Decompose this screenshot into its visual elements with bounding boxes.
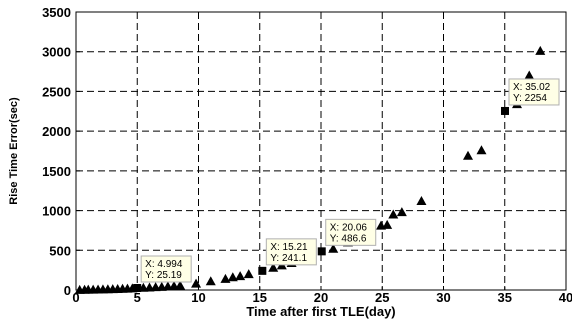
x-tick-label: 35 — [498, 290, 512, 305]
x-tick-label: 15 — [253, 290, 267, 305]
datatip-marker[interactable] — [317, 247, 326, 256]
datatip-box: X: 20.06Y: 486.6 — [325, 218, 377, 246]
x-tick-label: 0 — [72, 290, 79, 305]
data-point-triangle — [388, 209, 399, 219]
x-tick-label: 10 — [191, 290, 205, 305]
datatip-x-text: X: 20.06 — [330, 222, 368, 233]
datatip-x-text: X: 15.21 — [270, 242, 308, 253]
y-axis-label: Rise Time Error(sec) — [8, 97, 20, 205]
grid-lines — [76, 12, 566, 290]
y-tick-label: 2500 — [42, 84, 71, 99]
data-point-triangle — [191, 278, 202, 288]
data-point-triangle — [220, 273, 231, 283]
datatip-background — [508, 78, 560, 106]
y-tick-label: 0 — [64, 283, 71, 298]
data-point-triangle — [535, 45, 546, 55]
data-point-triangle — [175, 280, 186, 290]
x-tick-label: 30 — [436, 290, 450, 305]
y-tick-label: 3000 — [42, 45, 71, 60]
y-tick-label: 1000 — [42, 204, 71, 219]
datatip-y-text: Y: 2254 — [513, 93, 547, 104]
y-tick-label: 2000 — [42, 124, 71, 139]
data-point-triangle — [524, 70, 535, 80]
y-tick-label: 1500 — [42, 164, 71, 179]
datatip-marker[interactable] — [133, 283, 142, 292]
x-tick-label: 20 — [314, 290, 328, 305]
x-tick-label: 25 — [375, 290, 389, 305]
datatip-box: X: 35.02Y: 2254 — [508, 78, 560, 106]
datatip-marker[interactable] — [500, 106, 509, 115]
datatip-box: X: 15.21Y: 241.1 — [265, 238, 317, 266]
datatip-x-text: X: 4.994 — [145, 259, 183, 270]
data-point-triangle — [243, 269, 254, 279]
data-point-triangle — [396, 207, 407, 217]
datatip-y-text: Y: 241.1 — [270, 253, 307, 264]
datatip-background — [265, 238, 317, 266]
datatip-y-text: Y: 25.19 — [145, 270, 182, 281]
data-point-triangle — [227, 272, 238, 282]
data-point-triangle — [235, 271, 246, 281]
datatip-marker[interactable] — [258, 266, 267, 275]
datatip-x-text: X: 35.02 — [513, 82, 551, 93]
datatip-background — [325, 218, 377, 246]
data-point-triangle — [205, 276, 216, 286]
y-tick-label: 500 — [49, 243, 71, 258]
data-point-triangle — [463, 150, 473, 160]
datatip-y-text: Y: 486.6 — [330, 233, 367, 244]
x-tick-label: 5 — [134, 290, 141, 305]
data-point-triangle — [268, 262, 279, 272]
x-tick-label: 40 — [559, 290, 572, 305]
data-point-triangle — [476, 145, 487, 155]
datatip-background — [140, 255, 192, 283]
y-tick-label: 3500 — [42, 5, 71, 20]
x-axis-label: Time after first TLE(day) — [246, 304, 395, 319]
data-point-triangle — [416, 196, 427, 206]
data-point-triangle — [382, 219, 393, 229]
axis-ticks: 0 5 10 15 20 25 30 35 40 0 500 1000 1500 2000 2500 3000… — [42, 5, 572, 305]
data-point-triangle — [328, 243, 339, 253]
